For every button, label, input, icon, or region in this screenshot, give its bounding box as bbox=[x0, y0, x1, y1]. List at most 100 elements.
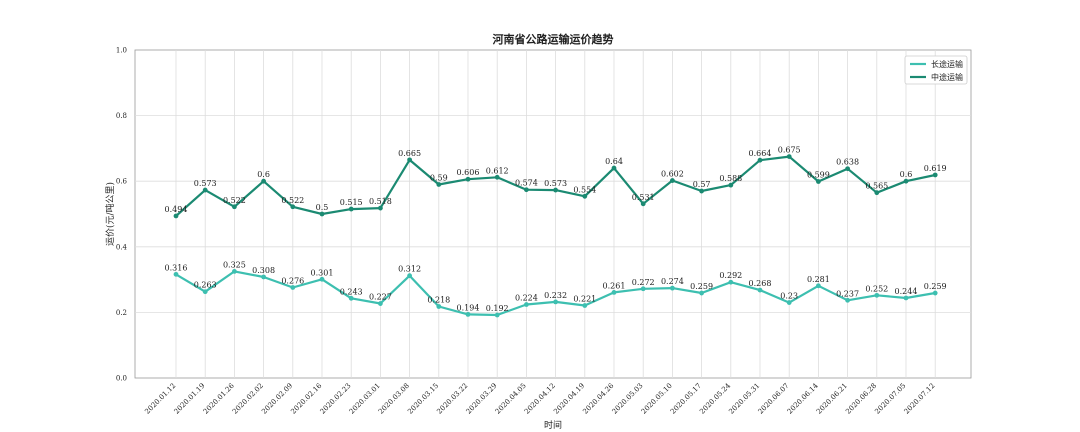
data-point bbox=[670, 285, 675, 291]
data-point bbox=[728, 279, 734, 285]
data-point bbox=[640, 286, 646, 292]
data-label: 0.192 bbox=[486, 304, 509, 313]
data-label: 0.237 bbox=[836, 289, 859, 298]
data-point bbox=[816, 179, 821, 184]
data-label: 0.252 bbox=[865, 284, 888, 293]
data-point bbox=[903, 295, 909, 301]
data-label: 0.232 bbox=[544, 291, 567, 300]
data-label: 0.194 bbox=[457, 303, 480, 312]
data-point bbox=[932, 290, 938, 296]
data-label: 0.23 bbox=[780, 292, 798, 301]
data-point bbox=[173, 271, 179, 277]
data-point bbox=[903, 178, 909, 184]
data-point bbox=[494, 174, 500, 180]
data-label: 0.308 bbox=[252, 266, 275, 275]
data-label: 0.638 bbox=[836, 158, 859, 167]
data-label: 0.268 bbox=[749, 279, 772, 288]
chart-title: 河南省公路运输运价趋势 bbox=[493, 32, 614, 46]
data-point bbox=[640, 201, 646, 207]
data-label: 0.244 bbox=[895, 287, 918, 296]
data-label: 0.312 bbox=[398, 265, 421, 274]
data-label: 0.6 bbox=[900, 170, 913, 179]
data-label: 0.263 bbox=[194, 281, 217, 290]
data-point bbox=[553, 299, 558, 305]
data-point bbox=[728, 182, 734, 188]
data-label: 0.224 bbox=[515, 294, 538, 303]
data-point bbox=[378, 205, 383, 211]
data-point bbox=[582, 193, 588, 199]
data-point bbox=[699, 290, 704, 296]
data-label: 0.606 bbox=[457, 168, 480, 177]
x-axis-label: 时间 bbox=[544, 419, 562, 431]
data-point bbox=[465, 176, 471, 182]
data-label: 0.259 bbox=[690, 282, 713, 291]
data-label: 0.57 bbox=[693, 180, 711, 189]
data-label-layer: 0.316 0.263 0.325 0.308 0.276 0.301 0.243 0.227… bbox=[165, 146, 947, 313]
data-point bbox=[319, 276, 325, 282]
data-point bbox=[786, 300, 792, 305]
data-label: 0.316 bbox=[165, 263, 188, 272]
data-label: 0.243 bbox=[340, 287, 363, 296]
data-point bbox=[932, 172, 938, 178]
data-point bbox=[348, 295, 354, 301]
x-tick-label: 2020.07.12 bbox=[903, 382, 937, 416]
y-axis-label: 运价(元/吨公里) bbox=[104, 182, 116, 246]
data-label: 0.574 bbox=[515, 179, 538, 188]
data-label: 0.554 bbox=[573, 185, 596, 194]
data-label: 0.531 bbox=[632, 193, 655, 202]
data-label: 0.6 bbox=[257, 170, 270, 179]
data-label: 0.599 bbox=[807, 171, 830, 180]
data-label: 0.227 bbox=[369, 293, 392, 302]
grid-layer bbox=[135, 50, 971, 378]
y-tick-label: 0.0 bbox=[116, 375, 127, 383]
data-point bbox=[290, 204, 296, 210]
data-point bbox=[378, 301, 383, 306]
data-label: 0.494 bbox=[165, 205, 188, 214]
data-point bbox=[553, 187, 558, 193]
data-label: 0.675 bbox=[778, 146, 801, 155]
data-label: 0.602 bbox=[661, 170, 684, 179]
data-label: 0.522 bbox=[223, 196, 246, 205]
data-point bbox=[874, 292, 880, 298]
data-point bbox=[816, 283, 821, 289]
data-label: 0.518 bbox=[369, 197, 392, 206]
data-label: 0.292 bbox=[719, 271, 742, 280]
data-label: 0.261 bbox=[603, 281, 626, 290]
data-point bbox=[786, 154, 792, 160]
data-label: 0.259 bbox=[924, 282, 947, 291]
y-tick-label: 0.2 bbox=[116, 309, 127, 317]
data-point bbox=[524, 302, 529, 307]
data-point bbox=[348, 206, 354, 212]
data-point bbox=[232, 204, 237, 210]
data-point bbox=[407, 157, 412, 163]
series-layer bbox=[173, 154, 938, 318]
data-label: 0.301 bbox=[311, 268, 334, 277]
data-label: 0.619 bbox=[924, 164, 947, 173]
data-label: 0.281 bbox=[807, 275, 830, 284]
data-point bbox=[845, 297, 850, 303]
plot-area bbox=[134, 49, 972, 379]
data-label: 0.5 bbox=[316, 203, 329, 212]
data-point bbox=[173, 213, 179, 219]
data-point bbox=[757, 287, 763, 293]
data-point bbox=[290, 285, 296, 290]
data-point bbox=[465, 311, 471, 317]
legend: 长途运输 中途运输 bbox=[904, 55, 968, 85]
data-point bbox=[436, 304, 442, 309]
data-label: 0.272 bbox=[632, 278, 655, 287]
data-label: 0.325 bbox=[223, 260, 246, 269]
data-label: 0.573 bbox=[544, 179, 567, 188]
data-point bbox=[699, 188, 704, 194]
data-label: 0.515 bbox=[340, 198, 363, 207]
legend-label-long-haul: 长途运输 bbox=[931, 59, 963, 69]
data-point bbox=[582, 303, 588, 308]
data-point bbox=[202, 289, 208, 295]
data-label: 0.588 bbox=[719, 174, 742, 183]
data-label: 0.274 bbox=[661, 277, 684, 286]
data-label: 0.221 bbox=[573, 295, 596, 304]
data-point bbox=[261, 274, 266, 280]
data-point bbox=[494, 312, 500, 318]
data-point bbox=[670, 178, 675, 183]
